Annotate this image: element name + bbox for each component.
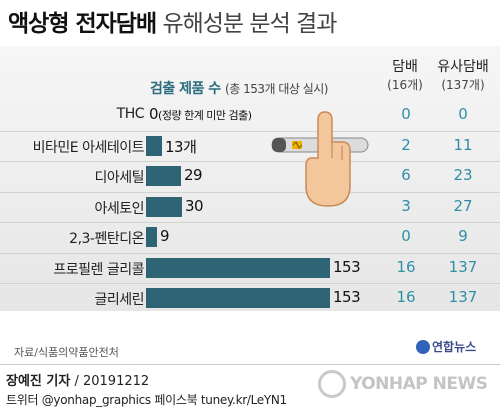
bar-value-label: 9 bbox=[160, 227, 170, 245]
yonhap-watermark-icon bbox=[318, 370, 346, 398]
row-separator bbox=[0, 252, 500, 254]
cigarette-label: 담배 bbox=[392, 59, 418, 75]
row-separator bbox=[0, 222, 500, 223]
row-separator bbox=[0, 283, 500, 284]
cigarette-column-header: 담배 (16개) bbox=[380, 58, 430, 94]
bar bbox=[146, 166, 181, 186]
bar-value-text: 29 bbox=[184, 166, 203, 184]
category-label: 프로필렌 글리콜 bbox=[53, 261, 144, 278]
footer-divider bbox=[0, 364, 500, 365]
bar-value-text: 13개 bbox=[165, 137, 197, 156]
category-label: 비타민E 아세테이트 bbox=[32, 139, 145, 156]
similar-count: 137 bbox=[448, 288, 478, 306]
thc-note: (정량 한계 미만 검출) bbox=[158, 109, 252, 122]
yonhap-small-logo-text: 연합뉴스 bbox=[432, 340, 477, 354]
similar-count: 27 bbox=[453, 196, 473, 215]
title-bold: 액상형 전자담배 bbox=[8, 11, 157, 37]
title-light: 유해성분 분석 결과 bbox=[162, 11, 337, 37]
cigarette-count: 0 bbox=[401, 227, 411, 245]
bar-value-text: 153 bbox=[333, 257, 361, 276]
cigarette-count: 16 bbox=[396, 288, 416, 306]
detect-count-sub: (총 153개 대상 실시) bbox=[225, 82, 328, 96]
bar-value-label: 0(정량 한계 미만 검출) bbox=[149, 105, 252, 123]
cigarette-count: 2 bbox=[401, 135, 411, 154]
bar-value-label: 153 bbox=[333, 257, 361, 276]
bar bbox=[146, 257, 330, 278]
yonhap-logo-icon bbox=[416, 340, 430, 354]
detect-count-label: 검출 제품 수 bbox=[150, 81, 221, 97]
category-label: 2,3-펜탄디온 bbox=[69, 231, 144, 247]
bar-value-text: 30 bbox=[185, 196, 204, 215]
page-title: 액상형 전자담배 유해성분 분석 결과 bbox=[8, 4, 337, 38]
bar-value-text: 9 bbox=[160, 227, 170, 245]
bar-value-label: 153 bbox=[333, 288, 361, 306]
similar-count: 11 bbox=[453, 135, 473, 154]
publish-date: / 20191212 bbox=[74, 374, 150, 389]
similar-label: 유사담배 bbox=[437, 59, 489, 75]
similar-count: 9 bbox=[458, 227, 468, 245]
cigarette-sub: (16개) bbox=[387, 78, 423, 92]
cigarette-count: 16 bbox=[396, 257, 416, 276]
detect-count-header: 검출 제품 수 (총 153개 대상 실시) bbox=[150, 78, 328, 98]
similar-count: 23 bbox=[453, 166, 473, 184]
category-label: 디아세틸 bbox=[94, 170, 144, 186]
author-credit: 장예진 기자 / 20191212 bbox=[6, 370, 149, 389]
cigarette-count: 3 bbox=[401, 196, 411, 215]
category-label: 글리세린 bbox=[94, 292, 144, 308]
yonhap-small-logo: 연합뉴스 bbox=[416, 338, 476, 355]
similar-count: 0 bbox=[458, 105, 468, 123]
category-label: 아세토인 bbox=[94, 200, 144, 217]
source-note: 자료/식품의약품안전처 bbox=[14, 346, 119, 359]
cigarette-count: 0 bbox=[401, 105, 411, 123]
bar bbox=[146, 135, 162, 156]
row-separator bbox=[0, 130, 500, 132]
author-name: 장예진 기자 bbox=[6, 374, 71, 389]
cigarette-count: 6 bbox=[401, 166, 411, 184]
row-separator bbox=[0, 161, 500, 162]
bar-value-text: 0 bbox=[149, 105, 159, 123]
bar bbox=[146, 196, 182, 217]
similar-column-header: 유사담배 (137개) bbox=[428, 58, 498, 94]
similar-count: 137 bbox=[448, 257, 478, 276]
yonhap-watermark-text: YONHAP NEWS bbox=[350, 374, 488, 394]
similar-sub: (137개) bbox=[441, 78, 485, 92]
bar bbox=[146, 288, 330, 308]
category-label: THC bbox=[116, 106, 145, 122]
bar bbox=[146, 227, 157, 247]
bar-value-text: 153 bbox=[333, 288, 361, 306]
yonhap-news-watermark: YONHAP NEWS bbox=[318, 370, 488, 398]
bar-value-label: 29 bbox=[184, 166, 203, 184]
bar-value-label: 13개 bbox=[165, 136, 197, 157]
row-separator bbox=[0, 191, 500, 193]
bar-value-label: 30 bbox=[185, 196, 204, 215]
hand-holding-e-cigarette-icon bbox=[271, 111, 369, 207]
social-links: 트위터 @yonhap_graphics 페이스북 tuney.kr/LeYN1 bbox=[6, 393, 287, 407]
